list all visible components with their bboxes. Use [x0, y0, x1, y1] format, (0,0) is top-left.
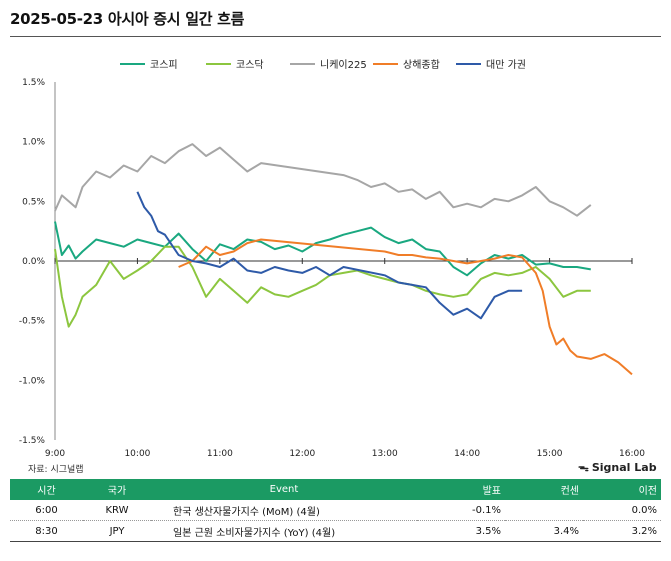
x-tick-label: 11:00 — [207, 449, 233, 459]
x-tick-label: 14:00 — [454, 449, 480, 459]
cell-consensus — [505, 500, 583, 521]
x-tick-label: 10:00 — [124, 449, 150, 459]
economic-events-table: 시간 국가 Event 발표 컨센 이전 6:00 KRW 한국 생산자물가지수… — [10, 479, 661, 542]
table-row: 8:30 JPY 일본 근원 소비자물가지수 (YoY) (4월) 3.5% 3… — [10, 520, 661, 542]
cell-event: 한국 생산자물가지수 (MoM) (4월) — [151, 500, 417, 521]
brand-logo: ᯓ Signal Lab — [578, 460, 657, 475]
cell-consensus: 3.4% — [505, 520, 583, 542]
cell-event: 일본 근원 소비자물가지수 (YoY) (4월) — [151, 520, 417, 542]
table-header-row: 시간 국가 Event 발표 컨센 이전 — [10, 479, 661, 500]
cell-time: 8:30 — [10, 520, 83, 542]
series-line — [54, 221, 591, 277]
col-header-country: 국가 — [83, 479, 151, 500]
y-tick-label: -1.0% — [19, 376, 46, 386]
legend-label: 상해종합 — [403, 58, 440, 71]
page-title: 2025-05-23 아시아 증시 일간 흐름 — [10, 10, 245, 28]
y-tick-label: 0.5% — [22, 197, 45, 207]
brand-name: Signal Lab — [591, 461, 657, 474]
legend-label: 대만 가권 — [486, 59, 526, 71]
series-line — [54, 143, 592, 217]
cell-previous: 3.2% — [583, 520, 661, 542]
y-tick-label: 1.0% — [22, 138, 45, 148]
cell-time: 6:00 — [10, 500, 83, 521]
x-tick-label: 13:00 — [372, 449, 398, 459]
cell-country: JPY — [83, 520, 151, 542]
cell-country: KRW — [83, 500, 151, 521]
legend-label: 코스피 — [150, 59, 178, 71]
y-tick-label: -1.5% — [19, 436, 46, 446]
x-tick-label: 16:00 — [619, 449, 645, 459]
col-header-previous: 이전 — [583, 479, 661, 500]
cell-actual: -0.1% — [417, 500, 505, 521]
legend-label: 니케이225 — [320, 59, 367, 71]
y-tick-label: 0.0% — [22, 257, 45, 267]
x-tick-label: 15:00 — [537, 449, 563, 459]
source-note: 자료: 시그널랩 — [28, 465, 84, 475]
table-row: 6:00 KRW 한국 생산자물가지수 (MoM) (4월) -0.1% 0.0… — [10, 500, 661, 521]
series-line — [136, 191, 523, 320]
line-chart: 1.5% 1.0% 0.5% 0.0% -0.5% -1.0% -1.5% 9:00 10:00… — [19, 58, 645, 459]
legend-label: 코스닥 — [236, 59, 264, 71]
col-header-actual: 발표 — [417, 479, 505, 500]
x-tick-label: 9:00 — [45, 449, 65, 459]
col-header-event: Event — [151, 479, 417, 500]
col-header-time: 시간 — [10, 479, 83, 500]
cell-actual: 3.5% — [417, 520, 505, 542]
y-tick-label: -0.5% — [19, 317, 46, 327]
x-tick-label: 12:00 — [289, 449, 315, 459]
title-divider — [10, 36, 661, 37]
series-line — [54, 245, 591, 328]
col-header-consensus: 컨센 — [505, 479, 583, 500]
series-line — [178, 238, 633, 376]
y-tick-label: 1.5% — [22, 78, 45, 88]
pulse-icon: ᯓ — [578, 461, 589, 474]
cell-previous: 0.0% — [583, 500, 661, 521]
